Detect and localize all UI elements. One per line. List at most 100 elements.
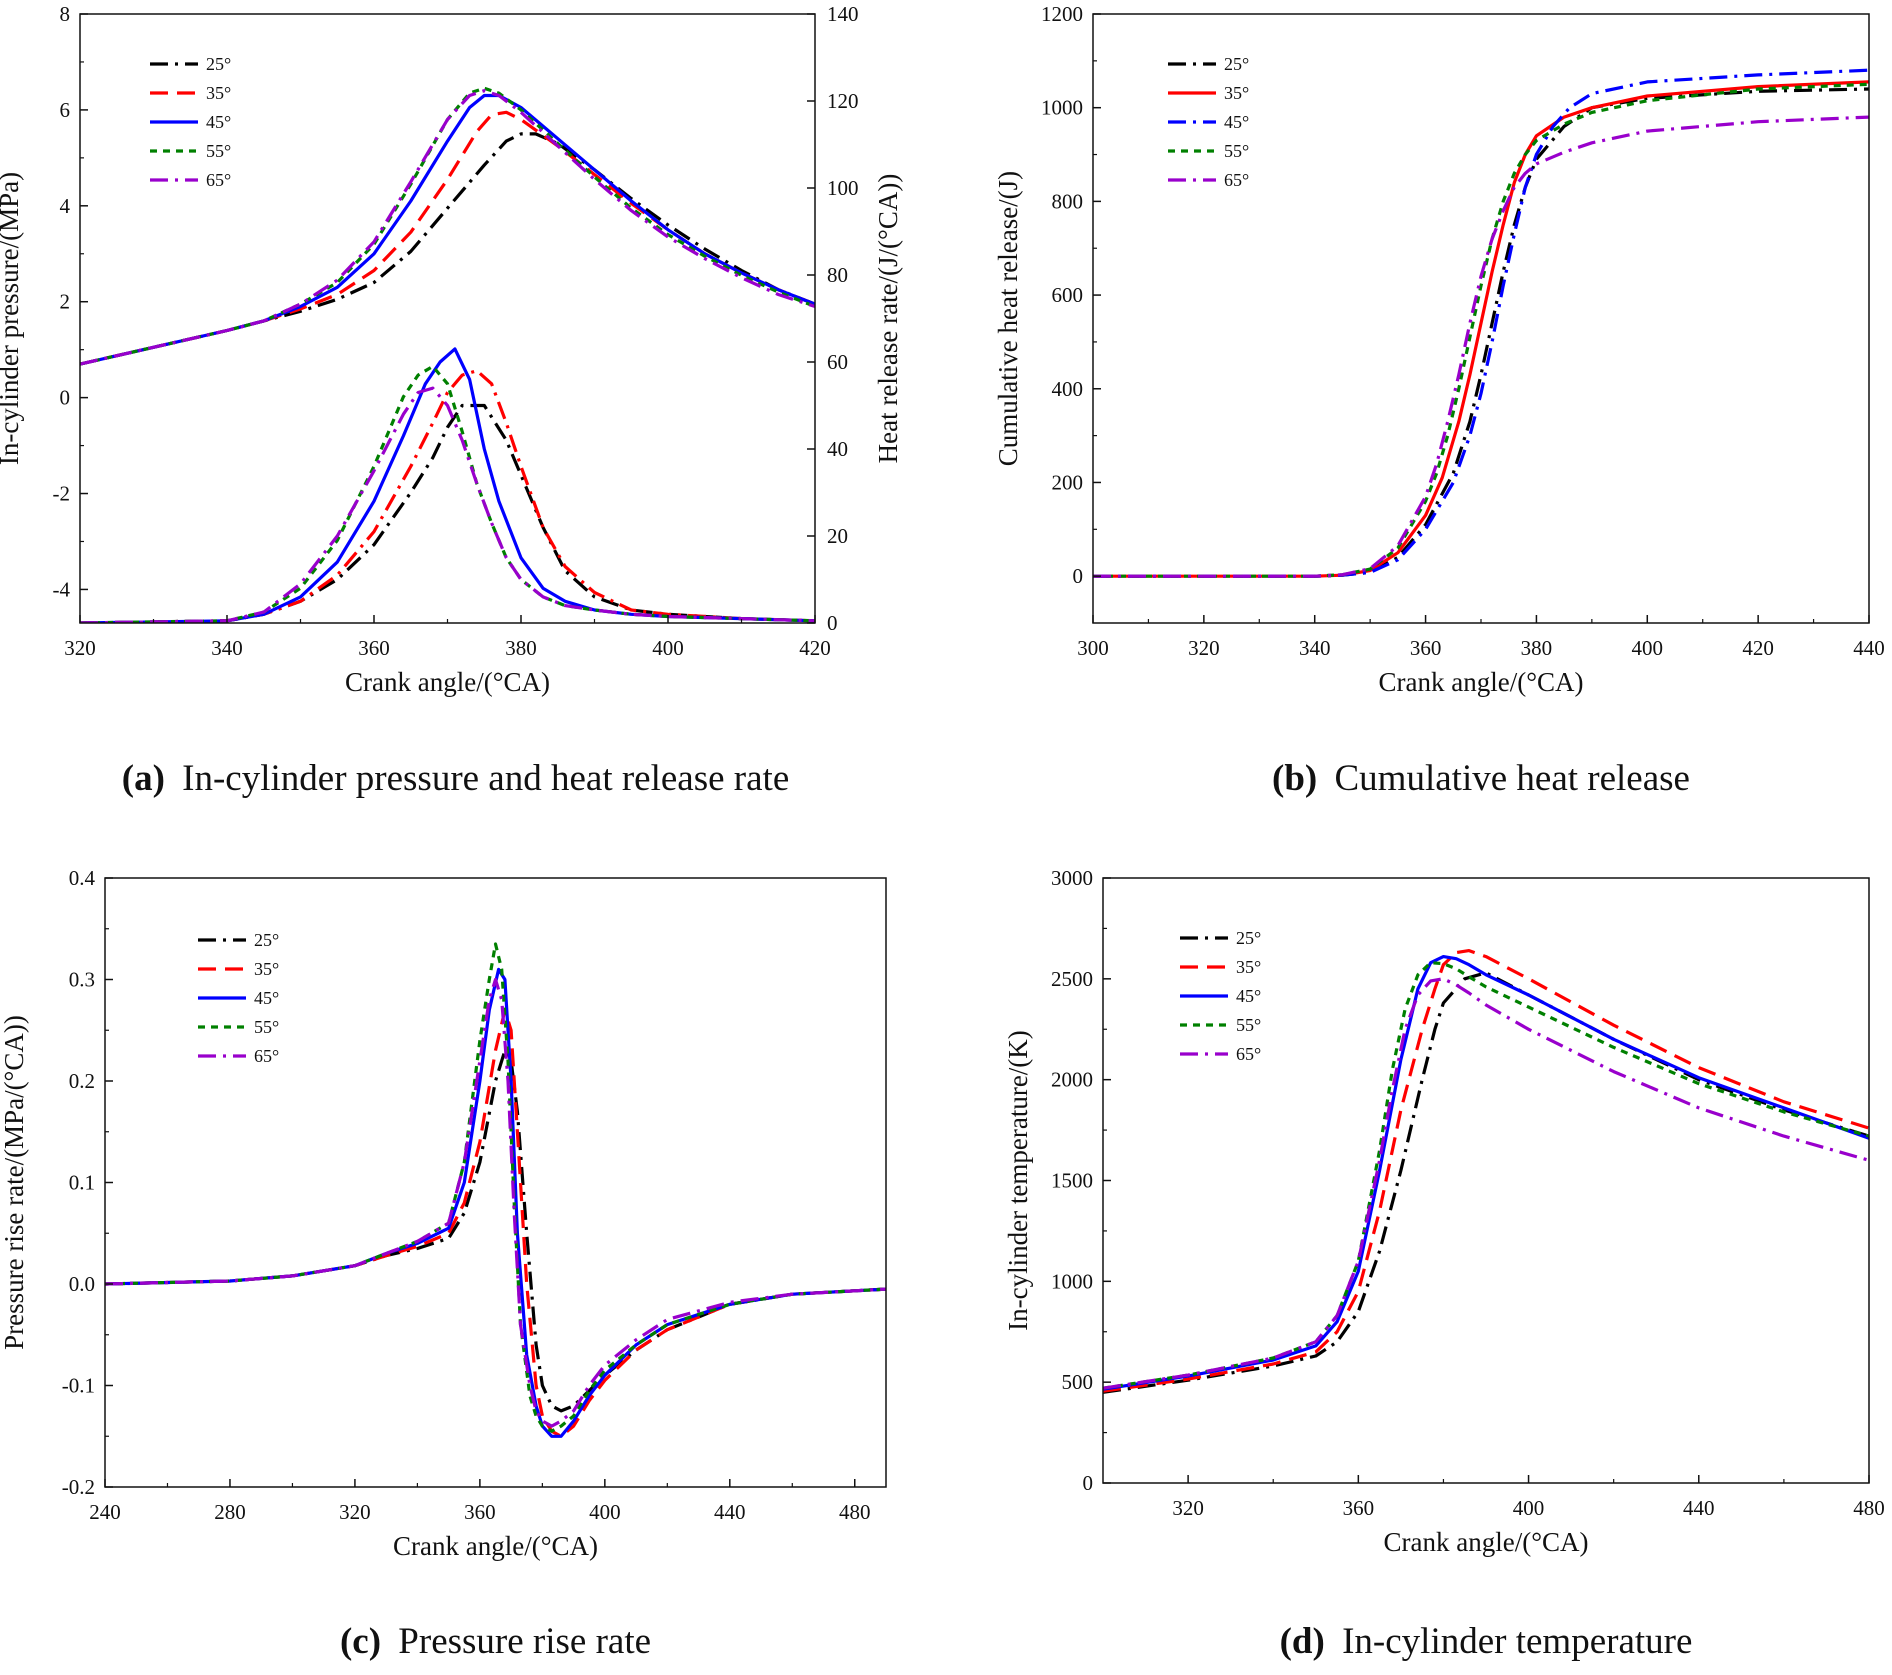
panel-d-series-3-line	[1103, 961, 1869, 1390]
panel-d-legend-label-4: 65°	[1236, 1044, 1261, 1064]
panel-c-series-0-line	[105, 1048, 886, 1413]
panel-c-xlabel: Crank angle/(°CA)	[393, 1531, 598, 1561]
panel-a-y2tick-label-1: 20	[827, 524, 848, 548]
panel-c-series-3-line	[105, 942, 886, 1433]
panel-a-y2label: Heat release rate/(J/(°CA))	[873, 174, 903, 464]
panel-b-ytick-label-6: 1200	[1041, 2, 1083, 26]
panel-b-xtick-label-0: 300	[1077, 636, 1109, 660]
panel-a-legend: 25° 35° 45° 55° 65°	[150, 54, 231, 190]
panel-c-ytick-label-1: -0.1	[62, 1374, 95, 1398]
panel-b-plot	[1093, 68, 1869, 578]
panel-c-xtick-label-3: 360	[464, 1500, 496, 1524]
panel-a-series-2-line	[80, 93, 815, 366]
panel-b-legend-label-2: 45°	[1224, 112, 1249, 132]
panel-a-legend-label-3: 55°	[206, 141, 231, 161]
panel-d-legend-label-1: 35°	[1236, 957, 1261, 977]
panel-d-series-0-line	[1103, 971, 1869, 1394]
panel-c-series-4-line	[105, 977, 886, 1428]
panel-b-legend-label-3: 55°	[1224, 141, 1249, 161]
panel-d-legend-label-0: 25°	[1236, 928, 1261, 948]
panel-a-ylabel: In-cylinder pressure/(MPa)	[0, 172, 24, 465]
panel-c-ytick-label-4: 0.2	[69, 1069, 95, 1093]
panel-b-legend: 25° 35° 45° 55° 65°	[1168, 54, 1249, 190]
panel-c-ytick-label-3: 0.1	[69, 1171, 95, 1195]
panel-d-ylabel: In-cylinder temperature/(K)	[1003, 1030, 1033, 1331]
panel-a-y2tick-label-7: 140	[827, 2, 859, 26]
panel-d-plot	[1103, 949, 1869, 1394]
panel-d-series-2-line	[1103, 955, 1869, 1391]
panel-b-legend-label-4: 65°	[1224, 170, 1249, 190]
panel-c-legend-label-1: 35°	[254, 959, 279, 979]
panel-b: 300 320 340 360 380 400 420 440 0 200 400 600 800 100…	[993, 2, 1885, 799]
panel-b-ytick-label-5: 1000	[1041, 96, 1083, 120]
panel-a-series-9-line	[80, 386, 815, 623]
panel-a-xlabel: Crank angle/(°CA)	[345, 667, 550, 697]
panel-c-legend: 25° 35° 45° 55° 65°	[198, 930, 279, 1066]
panel-d-legend-label-2: 45°	[1236, 986, 1261, 1006]
panel-a-y2tick-label-5: 100	[827, 176, 859, 200]
panel-b-caption-prefix: (b)	[1272, 758, 1317, 799]
panel-b-series-1-line	[1093, 80, 1869, 578]
panel-b-xtick-label-1: 320	[1188, 636, 1220, 660]
panel-b-xlabel: Crank angle/(°CA)	[1379, 667, 1584, 697]
panel-d-xtick-label-0: 320	[1172, 1496, 1204, 1520]
panel-a-caption-text: In-cylinder pressure and heat release ra…	[182, 758, 789, 799]
panel-d-ytick-label-1: 500	[1062, 1370, 1094, 1394]
panel-a-ytick-label-5: 6	[60, 98, 71, 122]
panel-b-ytick-label-1: 200	[1052, 470, 1084, 494]
panel-a-y2tick-label-0: 0	[827, 611, 838, 635]
panel-a-ytick-label-6: 8	[60, 2, 71, 26]
panel-b-series-2-line	[1093, 68, 1869, 578]
panel-c-ytick-label-6: 0.4	[69, 866, 96, 890]
panel-a-ticks: 320 340 360 380 400 420-4-2024680204060801001…	[53, 2, 859, 660]
panel-c-caption: (c) Pressure rise rate	[340, 1621, 651, 1662]
panel-c-xtick-label-1: 280	[214, 1500, 246, 1524]
panel-c-legend-label-2: 45°	[254, 988, 279, 1008]
panel-d-caption-text: In-cylinder temperature	[1342, 1621, 1692, 1662]
panel-d-ytick-label-0: 0	[1083, 1471, 1094, 1495]
panel-b-xtick-label-3: 360	[1410, 636, 1442, 660]
panel-a-y2tick-label-3: 60	[827, 350, 848, 374]
panel-c-ytick-label-2: 0.0	[69, 1272, 95, 1296]
panel-c-legend-label-4: 65°	[254, 1046, 279, 1066]
panel-c-xtick-label-6: 480	[839, 1500, 871, 1524]
panel-c-caption-text: Pressure rise rate	[398, 1621, 651, 1662]
panel-d-xtick-label-3: 440	[1683, 1496, 1715, 1520]
panel-a-xtick-label-2: 360	[358, 636, 390, 660]
panel-d-xlabel: Crank angle/(°CA)	[1384, 1527, 1589, 1557]
panel-a-ytick-label-2: 0	[60, 386, 71, 410]
panel-a-ytick-label-4: 4	[60, 194, 71, 218]
panel-a-y2tick-label-2: 40	[827, 437, 848, 461]
panel-d-xtick-label-1: 360	[1343, 1496, 1375, 1520]
panel-a-legend-label-0: 25°	[206, 54, 231, 74]
panel-d-series-4-line	[1103, 977, 1869, 1390]
panel-c-ylabel: Pressure rise rate/(MPa/(°CA))	[0, 1015, 29, 1350]
panel-d-xtick-label-4: 480	[1853, 1496, 1885, 1520]
panel-a-series-4-line	[80, 89, 815, 366]
panel-a-ytick-label-3: 2	[60, 290, 71, 314]
panel-b-legend-label-0: 25°	[1224, 54, 1249, 74]
panel-b-ticks: 300 320 340 360 380 400 420 440 0 200 400 600 800 100…	[1041, 2, 1885, 660]
panel-c-xtick-label-0: 240	[89, 1500, 121, 1524]
panel-a-series-0-line	[80, 132, 815, 366]
panel-b-frame	[1092, 13, 1870, 624]
panel-a-xtick-label-4: 400	[652, 636, 684, 660]
panel-a-series-3-line	[80, 86, 815, 366]
panel-b-ytick-label-3: 600	[1052, 283, 1084, 307]
panel-a-ytick-label-0: -4	[53, 577, 71, 601]
panel-d-ytick-label-6: 3000	[1051, 866, 1093, 890]
panel-a-xtick-label-5: 420	[799, 636, 831, 660]
panel-a-caption-prefix: (a)	[122, 758, 165, 799]
panel-c-ticks: 240 280 320 360 400 440 480 -0.2 -0.1 0.0 0.1 0.2 0.…	[62, 866, 871, 1524]
panel-b-ytick-label-2: 400	[1052, 377, 1084, 401]
panel-a-caption: (a) In-cylinder pressure and heat releas…	[122, 758, 790, 799]
panel-d-legend-label-3: 55°	[1236, 1015, 1261, 1035]
panel-a-legend-label-1: 35°	[206, 83, 231, 103]
panel-b-caption-text: Cumulative heat release	[1335, 758, 1690, 799]
panel-c-frame	[104, 877, 887, 1488]
panel-d-series-1-line	[1103, 949, 1869, 1393]
panel-a-legend-label-2: 45°	[206, 112, 231, 132]
panel-d-caption: (d) In-cylinder temperature	[1280, 1621, 1693, 1662]
panel-b-series-0-line	[1093, 87, 1869, 578]
panel-d-ytick-label-5: 2500	[1051, 967, 1093, 991]
